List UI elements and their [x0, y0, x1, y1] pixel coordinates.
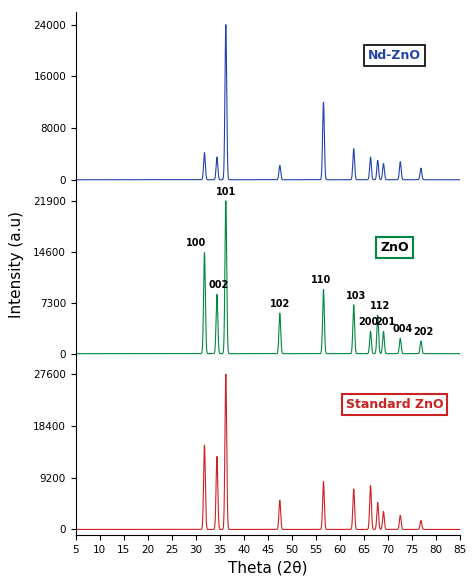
Text: Nd-ZnO: Nd-ZnO	[368, 49, 421, 62]
Text: ZnO: ZnO	[380, 240, 409, 254]
Text: 103: 103	[346, 290, 366, 300]
Text: 202: 202	[413, 327, 433, 337]
Text: 201: 201	[376, 317, 396, 327]
Text: 110: 110	[311, 275, 331, 285]
Text: 004: 004	[392, 324, 413, 334]
Text: 102: 102	[270, 299, 290, 309]
Text: Standard ZnO: Standard ZnO	[346, 397, 443, 411]
Text: 101: 101	[216, 186, 236, 196]
X-axis label: Theta (2θ): Theta (2θ)	[228, 560, 308, 575]
Text: 100: 100	[186, 238, 206, 248]
Text: Intensity (a.u): Intensity (a.u)	[9, 211, 25, 318]
Text: 200: 200	[358, 317, 378, 327]
Text: 002: 002	[208, 280, 228, 290]
Text: 112: 112	[370, 301, 390, 311]
